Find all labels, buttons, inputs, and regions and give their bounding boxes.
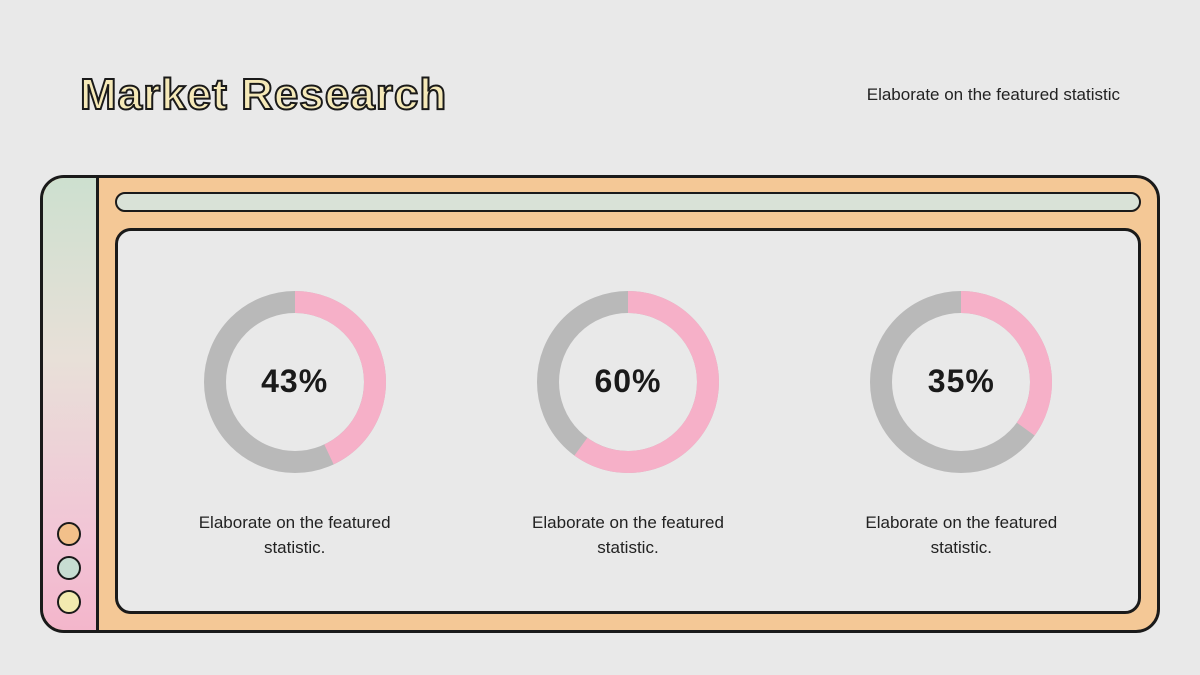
- page-title: Market Research: [80, 70, 447, 120]
- panel-left-strip: [43, 178, 99, 630]
- donut-value-label: 43%: [195, 282, 395, 482]
- donut-chart: 35%: [861, 282, 1061, 482]
- page-subtitle: Elaborate on the featured statistic: [867, 85, 1120, 105]
- panel-dot: [57, 590, 81, 614]
- panel-topbar: [115, 192, 1141, 212]
- stats-panel: 43% Elaborate on the featured statistic.…: [40, 175, 1160, 633]
- stat-block: 60% Elaborate on the featured statistic.: [478, 282, 778, 561]
- panel-dot: [57, 522, 81, 546]
- stat-caption: Elaborate on the featured statistic.: [185, 510, 405, 561]
- panel-content: 43% Elaborate on the featured statistic.…: [115, 228, 1141, 614]
- panel-dot: [57, 556, 81, 580]
- donut-chart: 43%: [195, 282, 395, 482]
- donut-value-label: 35%: [861, 282, 1061, 482]
- stat-caption: Elaborate on the featured statistic.: [518, 510, 738, 561]
- panel-dots: [57, 522, 81, 614]
- stat-caption: Elaborate on the featured statistic.: [851, 510, 1071, 561]
- donut-value-label: 60%: [528, 282, 728, 482]
- stat-block: 35% Elaborate on the featured statistic.: [811, 282, 1111, 561]
- header: Market Research Elaborate on the feature…: [80, 70, 1120, 120]
- donut-chart: 60%: [528, 282, 728, 482]
- stat-block: 43% Elaborate on the featured statistic.: [145, 282, 445, 561]
